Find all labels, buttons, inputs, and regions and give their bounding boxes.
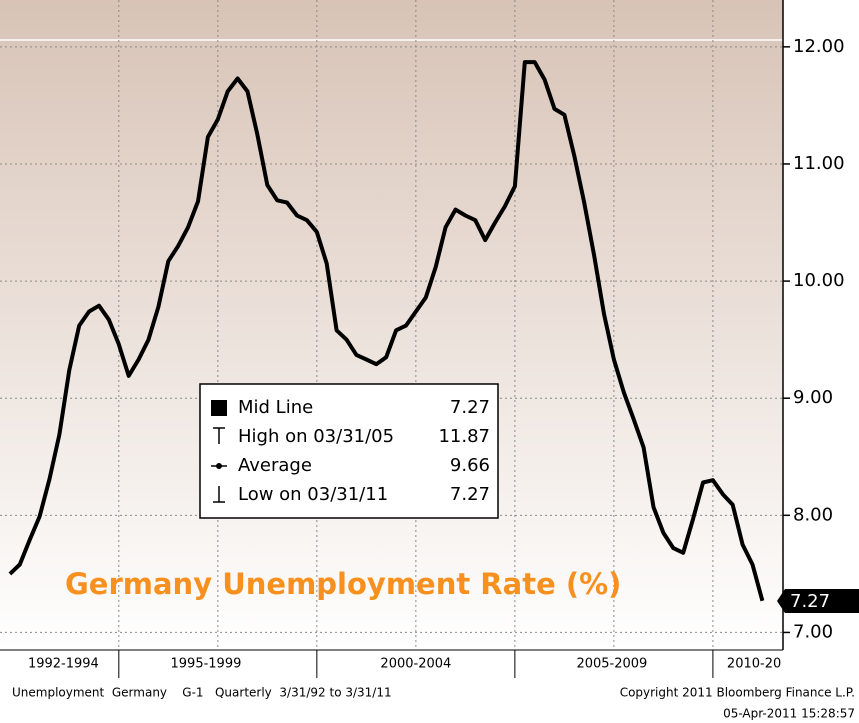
- legend: Mid Line 7.27 High on 03/31/05 11.87 Average…: [199, 383, 499, 519]
- footer-date: 05-Apr-2011 15:28:57: [723, 707, 855, 721]
- legend-symbol: [213, 486, 225, 503]
- legend-label: Low on 03/31/11: [238, 484, 388, 505]
- x-tick-label: 1992-1994: [28, 657, 99, 672]
- y-tick-label: 12.00: [793, 36, 845, 57]
- last-value-tag: [785, 589, 859, 613]
- y-tick-label: 11.00: [793, 153, 845, 174]
- series: [8, 60, 765, 602]
- chart-title: Germany Unemployment Rate (%): [65, 567, 621, 601]
- legend-symbol: [211, 400, 227, 416]
- legend-symbol: [213, 427, 225, 444]
- x-tick-label: 2005-2009: [576, 657, 647, 672]
- plot-background: [0, 0, 783, 650]
- legend-value: 9.66: [450, 455, 490, 476]
- line: [8, 60, 765, 602]
- y-tick-label: 8.00: [793, 504, 833, 525]
- legend-value: 7.27: [450, 484, 490, 505]
- last-value-label: 7.27: [790, 591, 830, 612]
- y-tick-label: 9.00: [793, 387, 833, 408]
- legend-value: 7.27: [450, 397, 490, 418]
- x-tick-label: 2010-20: [727, 657, 781, 672]
- y-labels: 7.00 8.00 9.00 10.00 11.00 12.00: [783, 36, 845, 642]
- legend-label: Average: [238, 455, 312, 476]
- y-tick-label: 7.00: [793, 621, 833, 642]
- legend-symbol: [216, 463, 222, 469]
- legend-box: [199, 383, 499, 519]
- legend-value: 11.87: [438, 426, 490, 447]
- x-labels: 1992-1994 1995-1999 2000-2004 2005-2009 2010…: [28, 657, 781, 672]
- last-value-pointer: [777, 589, 785, 613]
- footer-right: Copyright 2011 Bloomberg Finance L.P.: [620, 686, 855, 700]
- legend-label: Mid Line: [238, 397, 313, 418]
- y-tick-label: 10.00: [793, 270, 845, 291]
- footer-left: Unemployment Germany G-1 Quarterly 3/31/…: [12, 686, 392, 700]
- legend-label: High on 03/31/05: [238, 426, 394, 447]
- legend-rows: Mid Line 7.27 High on 03/31/05 11.87 Average…: [238, 397, 490, 505]
- x-tick-label: 1995-1999: [171, 657, 242, 672]
- x-tick-label: 2000-2004: [380, 657, 451, 672]
